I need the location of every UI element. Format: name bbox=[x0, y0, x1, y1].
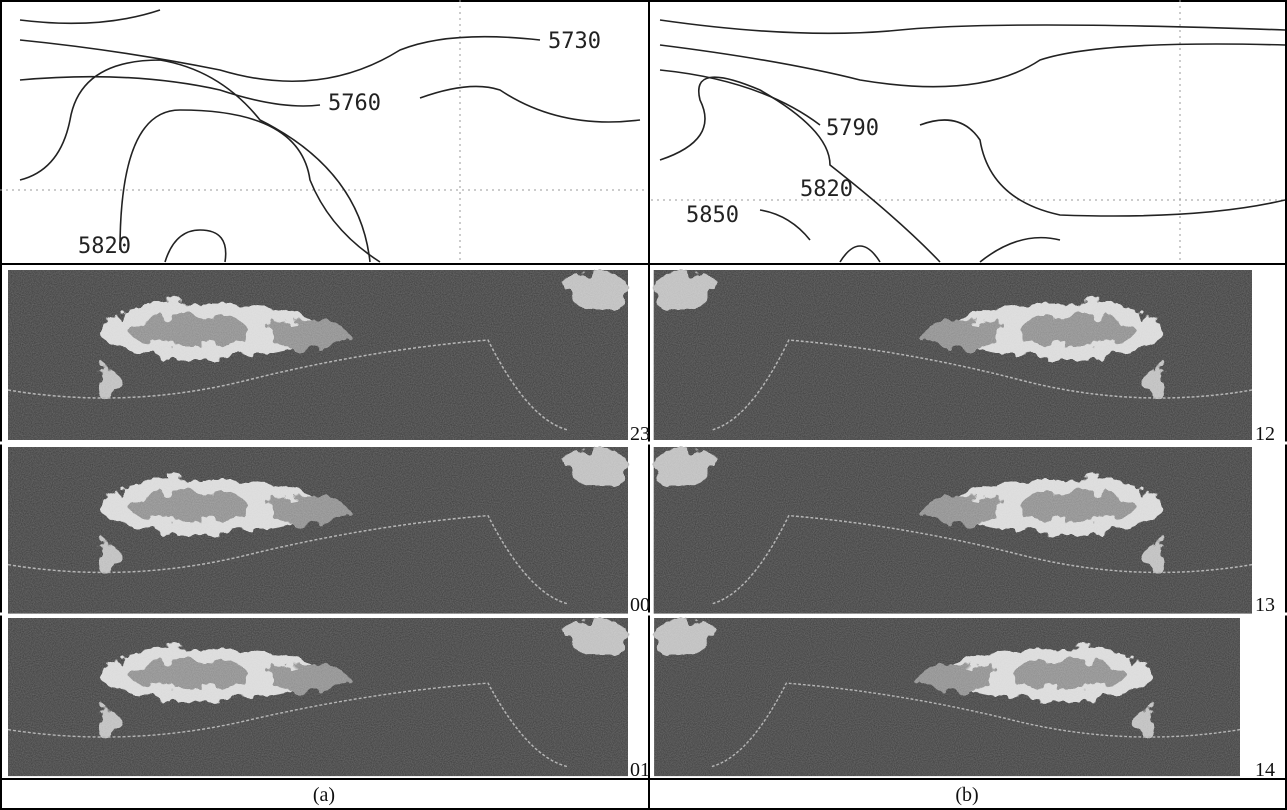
time-label: 12 bbox=[1255, 423, 1275, 445]
contour-label: 5730 bbox=[548, 29, 601, 54]
contour-map-b: 5790 5820 5850 bbox=[651, 0, 1285, 262]
figure: 5730 5760 5820 5790 5820 5850 23 00 01 1… bbox=[0, 0, 1287, 810]
time-label: 13 bbox=[1255, 594, 1275, 616]
contour-label: 5820 bbox=[800, 177, 853, 202]
contour-map-a: 5730 5760 5820 bbox=[0, 0, 647, 262]
caption: (a) bbox=[313, 784, 335, 806]
contour-label: 5760 bbox=[328, 91, 381, 116]
contour-label: 5790 bbox=[826, 116, 879, 141]
caption: (b) bbox=[955, 784, 978, 806]
time-label: 23 bbox=[630, 423, 650, 445]
time-label: 00 bbox=[630, 594, 650, 616]
contour-label: 5820 bbox=[78, 234, 131, 259]
satellite-images bbox=[8, 270, 1252, 776]
time-label: 14 bbox=[1255, 759, 1275, 781]
contour-label: 5850 bbox=[686, 203, 739, 228]
time-label: 01 bbox=[630, 759, 650, 781]
